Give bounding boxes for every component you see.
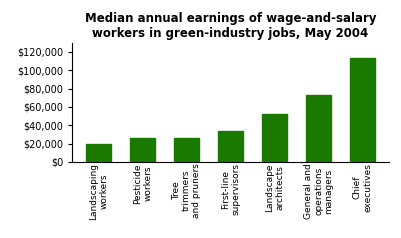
Bar — [306, 95, 331, 162]
Title: Median annual earnings of wage-and-salary
workers in green-industry jobs, May 20: Median annual earnings of wage-and-salar… — [85, 12, 376, 40]
Bar — [174, 138, 198, 162]
Bar — [350, 58, 375, 162]
Bar — [130, 139, 155, 162]
Bar — [219, 131, 243, 162]
Bar — [263, 114, 287, 162]
Bar — [87, 144, 111, 162]
